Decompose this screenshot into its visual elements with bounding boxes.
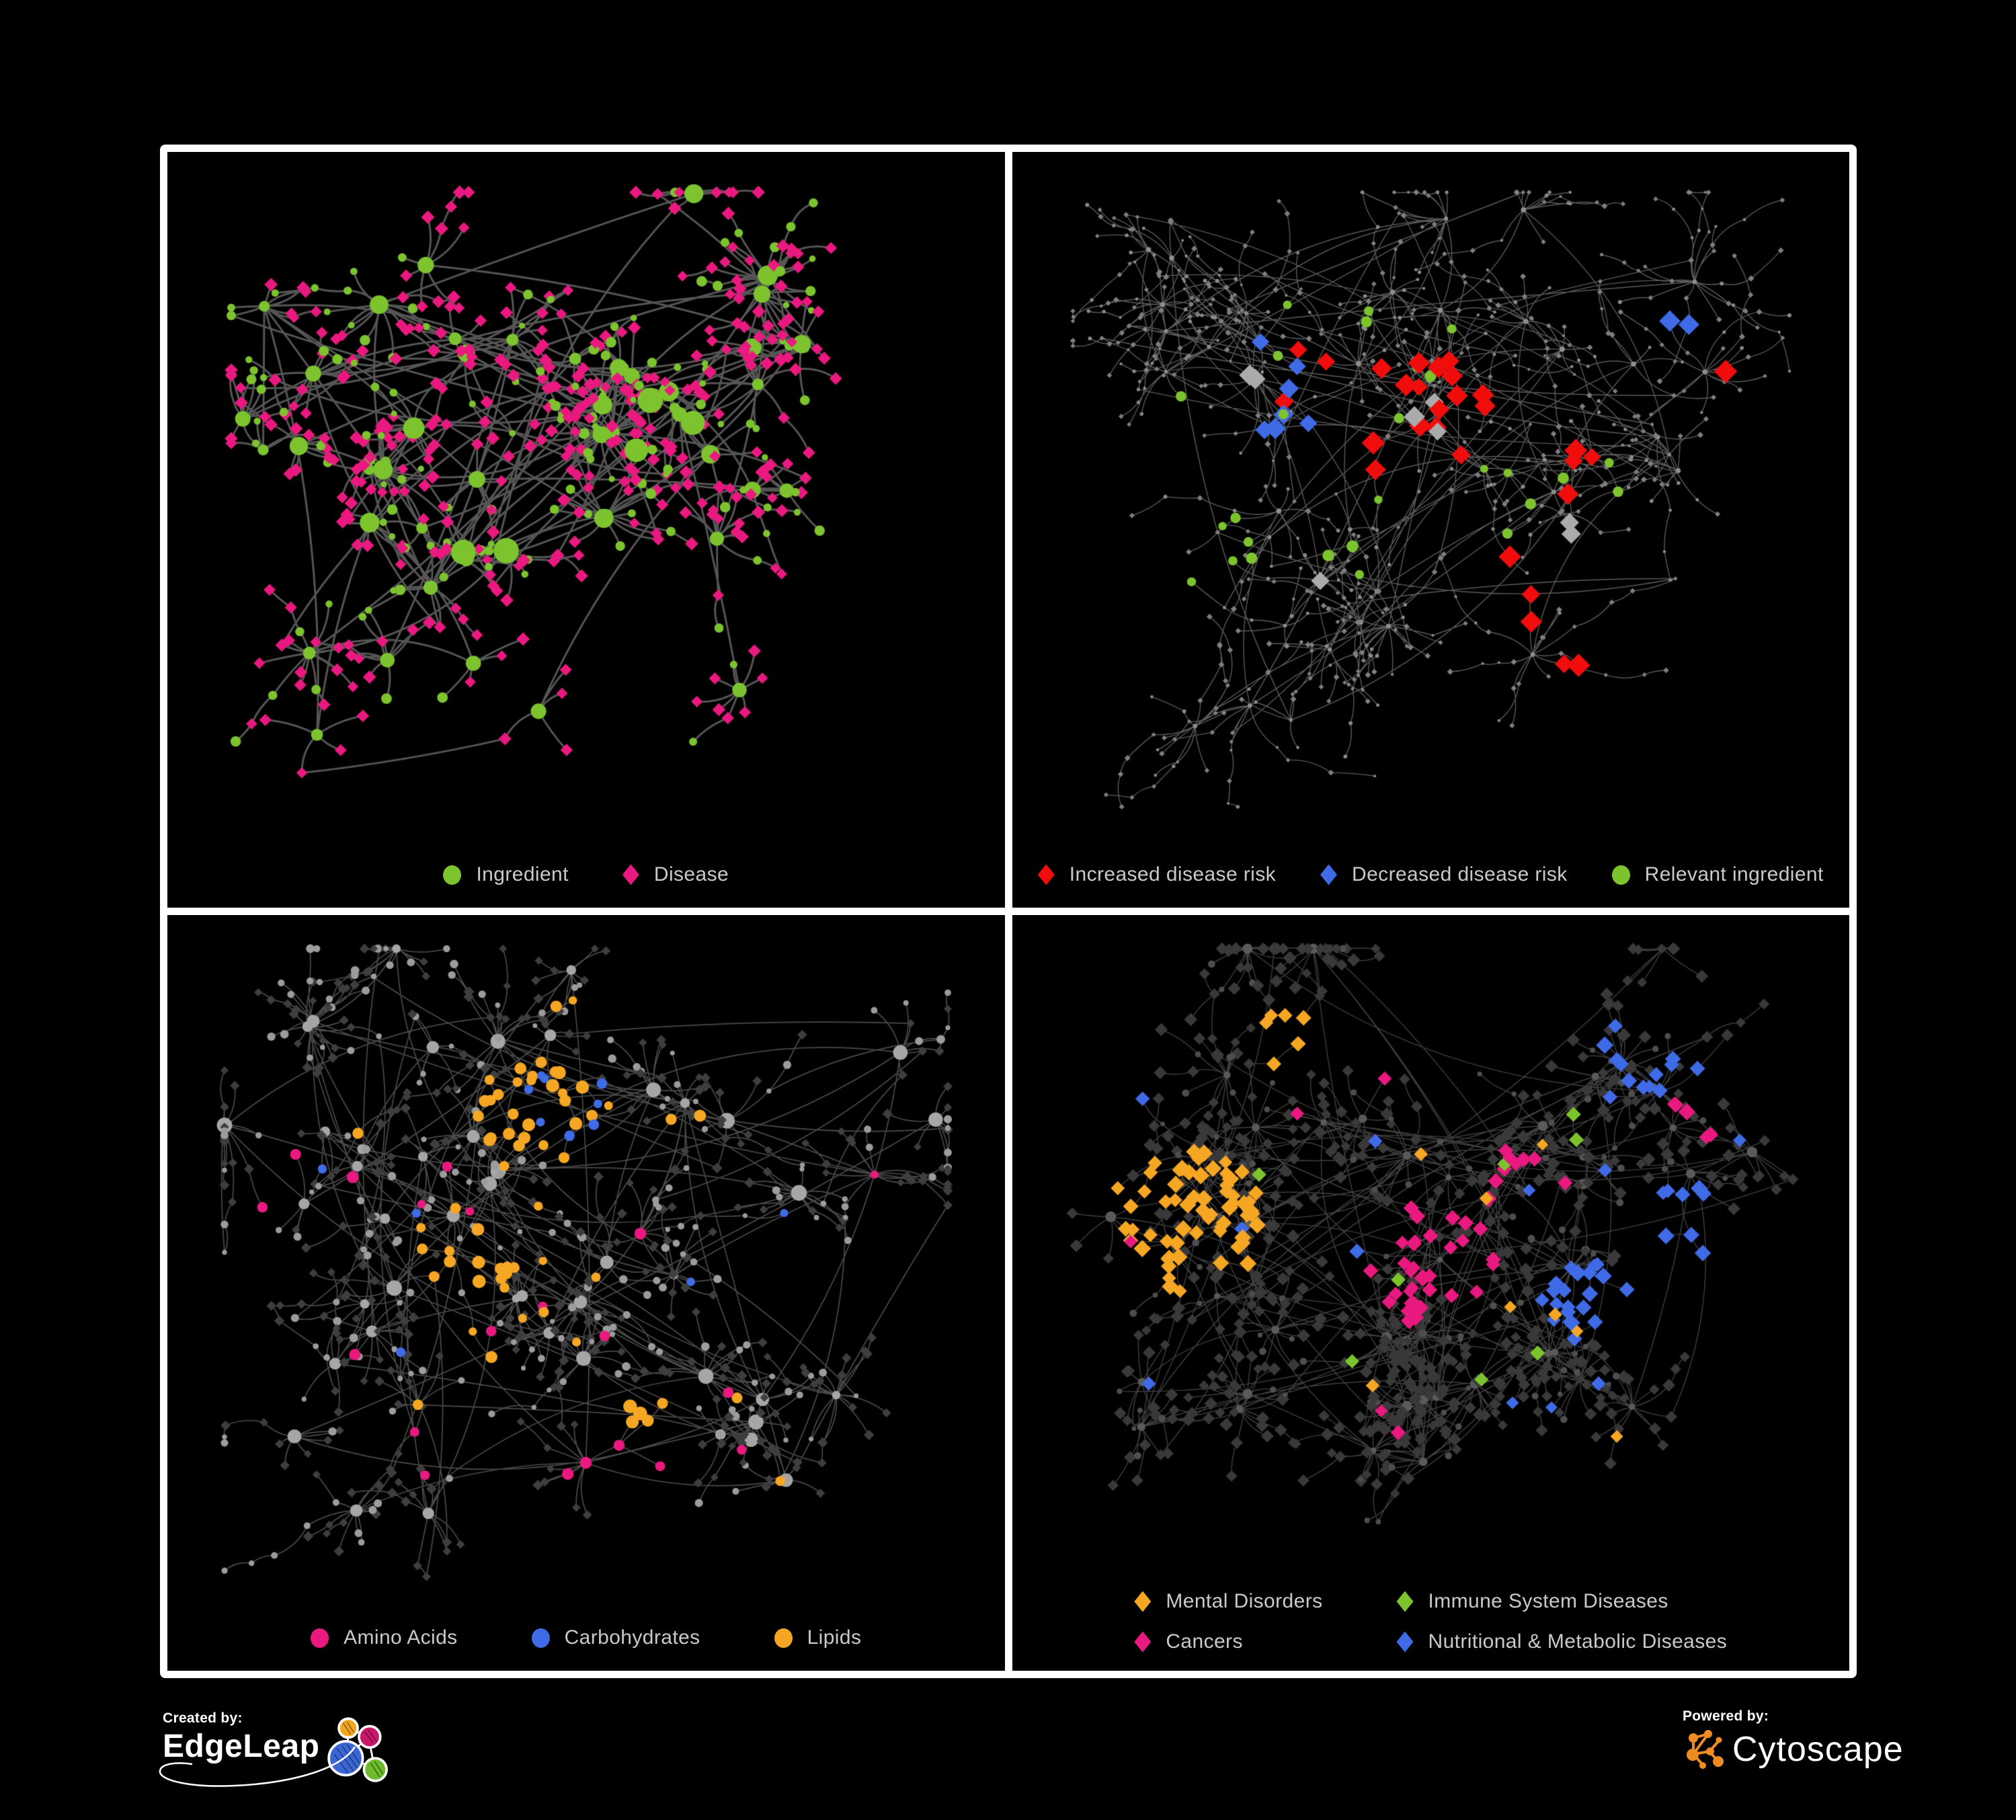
legend-label: Mental Disorders [1166,1590,1323,1612]
lipids-circle-swatch [774,1628,793,1648]
legend-disease-risk: Increased disease risk Decreased disease … [1012,863,1850,886]
edgeleap-logo-text: EdgeLeap [163,1729,320,1764]
panel-disease-risk: Increased disease risk Decreased disease … [1012,152,1850,908]
cancers-diamond-swatch [1134,1631,1152,1653]
legend-label: Relevant ingredient [1644,863,1824,885]
created-by-label: Created by: [163,1710,243,1726]
cytoscape-logo-icon [1687,1730,1724,1769]
network-nutrient-classes [167,915,1005,1671]
legend-label: Cancers [1166,1630,1243,1653]
cytoscape-credit: Powered by: [1683,1708,1925,1772]
legend-item-ingredient: Ingredient [443,863,568,886]
legend-ingredient-disease: Ingredient Disease [167,863,1005,886]
legend-item-carbohydrates: Carbohydrates [531,1626,700,1649]
legend-label: Increased disease risk [1069,863,1277,885]
legend-label: Lipids [807,1626,862,1649]
legend-nutrient-classes: Amino Acids Carbohydrates Lipids [167,1626,1005,1649]
legend-item-amino-acids: Amino Acids [311,1626,457,1649]
legend-label: Amino Acids [344,1626,458,1649]
legend-label: Ingredient [476,863,569,885]
panel-ingredient-disease: Ingredient Disease [167,152,1005,908]
legend-label: Decreased disease risk [1352,863,1568,885]
relevant-ingredient-circle-swatch [1611,865,1630,885]
network-ingredient-disease [167,152,1005,908]
network-disease-risk [1012,152,1849,908]
edgeleap-logo: EdgeLeap [163,1717,391,1787]
edgeleap-credit: Created by: EdgeLeap [159,1710,391,1787]
ingredient-circle-swatch [443,865,462,885]
decreased-disease-risk-diamond-swatch [1320,864,1338,885]
legend-item-lipids: Lipids [774,1626,862,1649]
amino-acids-circle-swatch [311,1628,329,1648]
legend-item-decreased-disease-risk: Decreased disease risk [1320,863,1568,886]
panel-grid: Ingredient Disease Increased disease risk… [160,145,1857,1678]
nutritional-metabolic-diseases-diamond-swatch [1396,1631,1414,1653]
legend-item-relevant-ingredient: Relevant ingredient [1611,863,1824,886]
legend-item-increased-disease-risk: Increased disease risk [1037,863,1277,886]
legend-item-nutritional-metabolic-diseases: Nutritional & Metabolic Diseases [1396,1630,1728,1653]
panel-disease-classes: Mental Disorders Immune System Diseases Ca… [1012,915,1850,1671]
disease-diamond-swatch [622,864,639,885]
legend-item-mental-disorders: Mental Disorders [1134,1590,1322,1613]
edgeleap-logo-icon [327,1717,389,1782]
legend-item-immune-system-diseases: Immune System Diseases [1396,1590,1728,1613]
legend-label: Nutritional & Metabolic Diseases [1428,1630,1728,1653]
legend-disease-classes: Mental Disorders Immune System Diseases Ca… [1012,1590,1850,1653]
mental-disorders-diamond-swatch [1134,1591,1152,1612]
carbohydrates-circle-swatch [531,1628,550,1648]
legend-label: Disease [653,863,729,885]
increased-disease-risk-diamond-swatch [1037,864,1055,885]
immune-system-diseases-diamond-swatch [1396,1591,1414,1612]
panel-nutrient-classes: Amino Acids Carbohydrates Lipids [167,915,1005,1671]
legend-item-cancers: Cancers [1134,1630,1322,1653]
legend-label: Carbohydrates [564,1626,700,1649]
network-disease-classes [1012,915,1849,1671]
legend-label: Immune System Diseases [1428,1590,1668,1612]
legend-item-disease: Disease [622,863,729,886]
powered-by-label: Powered by: [1683,1708,1769,1724]
cytoscape-logo: Cytoscape [1683,1727,1925,1772]
cytoscape-logo-text: Cytoscape [1732,1730,1904,1769]
